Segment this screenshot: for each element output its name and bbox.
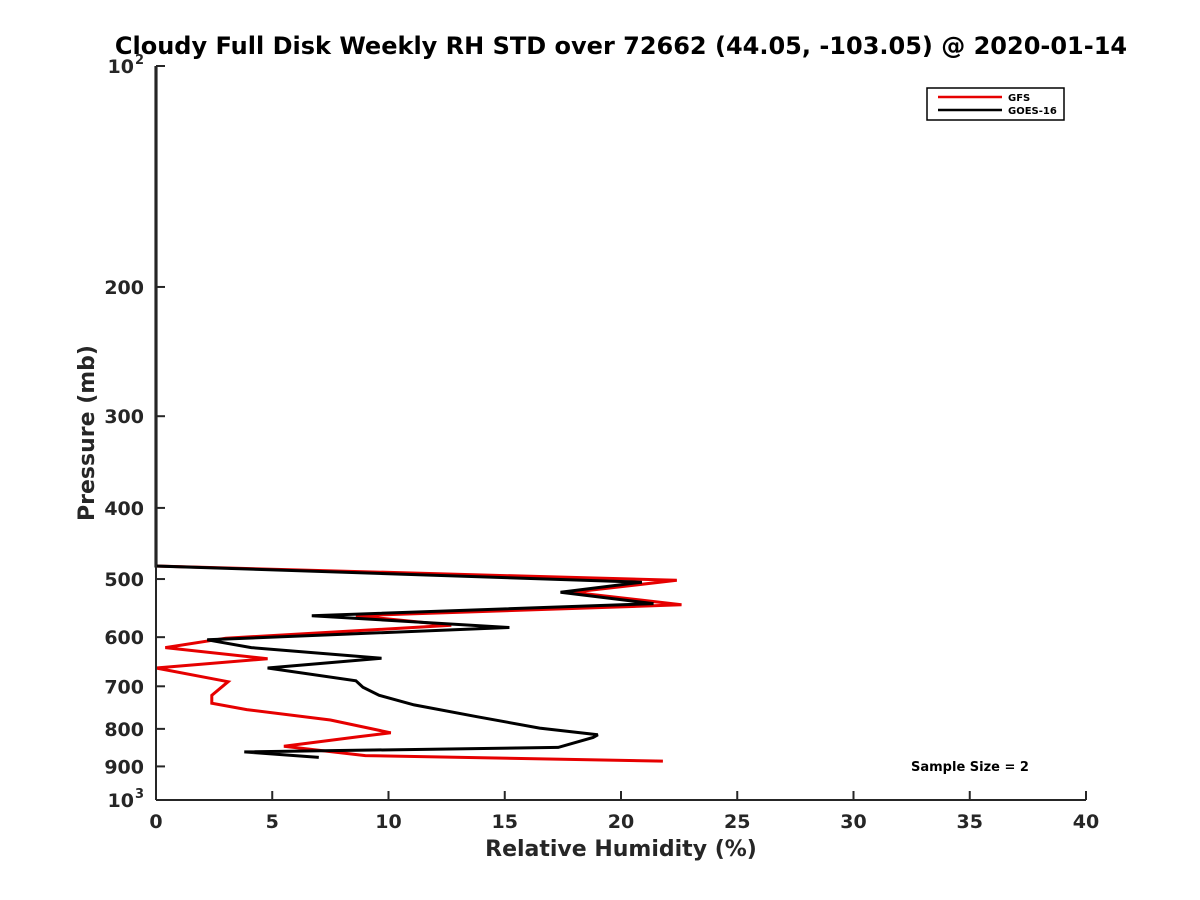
x-ticks: 0 5 10 15 20 25 30 35 40: [149, 791, 1099, 833]
x-tick-label: 15: [492, 811, 518, 833]
y-tick-label: 600: [104, 627, 144, 649]
legend-label-gfs: GFS: [1008, 93, 1030, 104]
y-tick-label: 400: [104, 498, 144, 520]
y-tick-label: 900: [104, 756, 144, 778]
x-tick-label: 35: [957, 811, 983, 833]
chart-title: Cloudy Full Disk Weekly RH STD over 7266…: [115, 32, 1127, 60]
series-line-goes16: [154, 66, 654, 759]
sample-size-annotation: Sample Size = 2: [911, 760, 1029, 775]
y-tick-label: 700: [104, 676, 144, 698]
x-tick-label: 20: [608, 811, 634, 833]
legend-label-goes16: GOES-16: [1008, 106, 1057, 117]
x-tick-label: 40: [1073, 811, 1099, 833]
legend: GFS GOES-16: [926, 87, 1065, 121]
x-tick-label: 5: [266, 811, 279, 833]
plot-area: [156, 66, 1086, 800]
y-tick-label: 10: [108, 790, 134, 812]
y-tick-exponent: 3: [135, 787, 144, 802]
y-tick-label: 10: [108, 56, 134, 78]
y-tick-label: 800: [104, 719, 144, 741]
y-tick-label: 300: [104, 406, 144, 428]
y-tick-exponent: 2: [135, 53, 144, 68]
x-tick-label: 30: [840, 811, 866, 833]
x-tick-label: 0: [149, 811, 162, 833]
y-tick-label: 200: [104, 277, 144, 299]
x-axis-label: Relative Humidity (%): [485, 837, 757, 862]
x-tick-label: 10: [375, 811, 401, 833]
legend-box: [926, 87, 1065, 121]
x-tick-label: 25: [724, 811, 750, 833]
y-axis-label: Pressure (mb): [75, 345, 100, 521]
y-tick-label: 500: [104, 569, 144, 591]
